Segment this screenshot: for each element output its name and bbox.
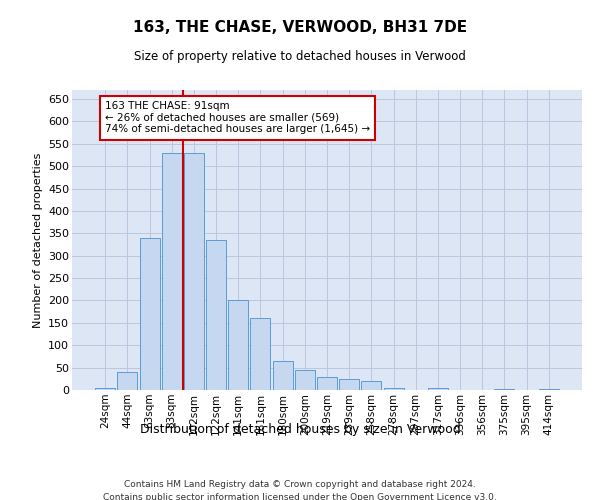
- Bar: [494, 388, 514, 390]
- Text: Contains public sector information licensed under the Open Government Licence v3: Contains public sector information licen…: [103, 492, 497, 500]
- Bar: [539, 388, 559, 390]
- Bar: [162, 152, 182, 390]
- Bar: [95, 388, 115, 390]
- Bar: [317, 376, 337, 390]
- Y-axis label: Number of detached properties: Number of detached properties: [32, 152, 43, 328]
- Bar: [250, 318, 271, 390]
- Bar: [383, 388, 404, 390]
- Text: 163, THE CHASE, VERWOOD, BH31 7DE: 163, THE CHASE, VERWOOD, BH31 7DE: [133, 20, 467, 35]
- Bar: [361, 381, 382, 390]
- Text: Contains HM Land Registry data © Crown copyright and database right 2024.: Contains HM Land Registry data © Crown c…: [124, 480, 476, 489]
- Bar: [184, 152, 204, 390]
- Text: 163 THE CHASE: 91sqm
← 26% of detached houses are smaller (569)
74% of semi-deta: 163 THE CHASE: 91sqm ← 26% of detached h…: [105, 101, 370, 134]
- Bar: [295, 370, 315, 390]
- Bar: [339, 379, 359, 390]
- Bar: [428, 388, 448, 390]
- Text: Size of property relative to detached houses in Verwood: Size of property relative to detached ho…: [134, 50, 466, 63]
- Bar: [228, 300, 248, 390]
- Bar: [206, 240, 226, 390]
- Bar: [272, 361, 293, 390]
- Bar: [118, 372, 137, 390]
- Text: Distribution of detached houses by size in Verwood: Distribution of detached houses by size …: [140, 422, 460, 436]
- Bar: [140, 238, 160, 390]
